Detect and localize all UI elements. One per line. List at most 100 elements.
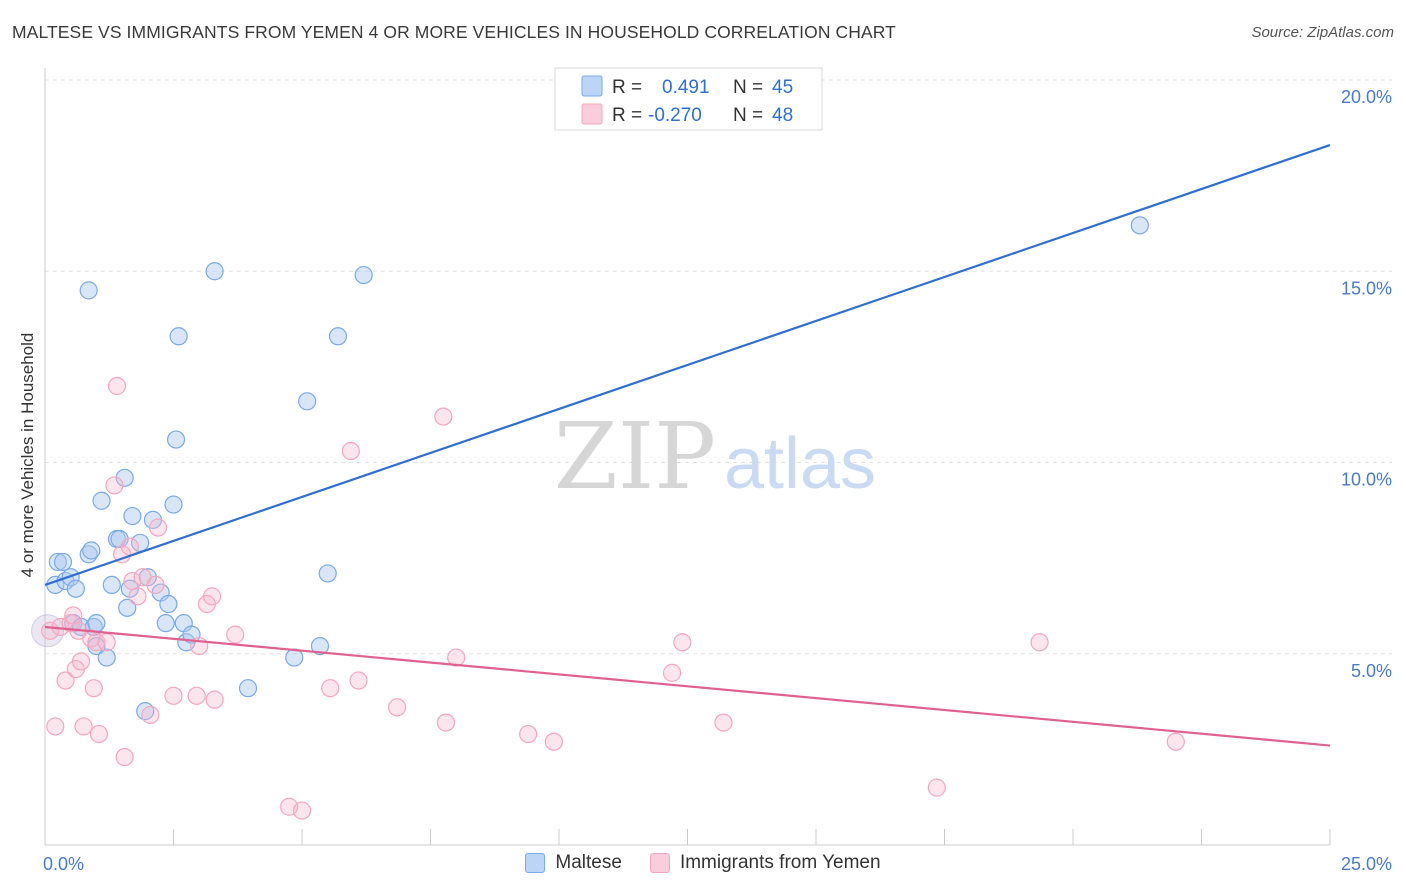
yemen-point (56, 671, 75, 690)
maltese-point (92, 491, 111, 510)
legend-n-value-maltese: 45 (772, 77, 793, 98)
yemen-point (714, 713, 733, 732)
yemen-point (519, 724, 538, 744)
legend-n-label-maltese: N = (733, 77, 763, 98)
maltese-point (205, 262, 224, 281)
yemen-point (148, 518, 168, 537)
yemen-point (349, 671, 368, 690)
maltese-point (159, 594, 178, 614)
yemen-point (1030, 633, 1049, 652)
cluster-point (31, 614, 65, 648)
maltese-point (164, 495, 183, 514)
maltese-trend-line (44, 143, 1331, 586)
yemen-point (927, 778, 946, 797)
legend-label-yemen: Immigrants from Yemen (679, 852, 881, 873)
x-tick-label: 0.0% (43, 854, 84, 874)
legend-swatch-yemen-bottom (649, 853, 670, 873)
yemen-point (205, 690, 224, 709)
y-tick-label: 5.0% (1351, 661, 1392, 681)
maltese-point (82, 541, 101, 560)
yemen-point (112, 545, 132, 564)
maltese-point (123, 506, 142, 526)
yemen-point (115, 747, 134, 767)
legend-item-maltese: Maltese (525, 852, 622, 874)
maltese-point (318, 564, 337, 583)
yemen-point (97, 633, 116, 652)
legend-r-label-yemen: R = (612, 105, 642, 126)
maltese-point (138, 568, 157, 587)
yemen-point (544, 732, 563, 751)
maltese-point (298, 392, 317, 411)
legend-r-value-maltese: 0.491 (662, 77, 710, 98)
yemen-point (1166, 732, 1185, 751)
maltese-point (115, 468, 134, 487)
yemen-point (89, 724, 109, 744)
y-tick-label: 20.0% (1341, 87, 1392, 107)
yemen-trend-line (44, 625, 1331, 747)
maltese-point (166, 430, 186, 449)
yemen-point (141, 705, 160, 725)
yemen-point (87, 633, 106, 652)
watermark: ZIP atlas (554, 403, 876, 510)
yemen-point (387, 698, 407, 717)
yemen-point (128, 587, 147, 606)
yemen-point (71, 652, 91, 671)
yemen-point (202, 587, 222, 606)
maltese-point (79, 281, 98, 300)
legend-label-maltese: Maltese (555, 852, 622, 873)
legend-swatch-yemen (581, 103, 603, 125)
maltese-point (156, 614, 175, 633)
yemen-point (436, 713, 456, 732)
axes (44, 68, 1331, 846)
chart-title: MALTESE VS IMMIGRANTS FROM YEMEN 4 OR MO… (12, 22, 896, 42)
maltese-point (48, 552, 67, 572)
yemen-point (146, 575, 165, 595)
watermark-atlas: atlas (724, 424, 876, 504)
yemen-point (292, 801, 312, 820)
maltese-point (53, 552, 73, 572)
data-points (31, 216, 1185, 820)
series-legend: Maltese Immigrants from Yemen (0, 852, 1406, 874)
yemen-point (105, 476, 124, 495)
yemen-point (187, 686, 206, 705)
gridlines (45, 79, 1392, 655)
trend-lines (44, 143, 1331, 747)
legend-n-label-yemen: N = (733, 105, 763, 126)
yemen-point (74, 717, 93, 736)
chart-source: Source: ZipAtlas.com (1251, 24, 1394, 41)
maltese-point (66, 579, 85, 598)
maltese-point (87, 614, 106, 633)
yemen-point (662, 663, 682, 682)
tick-labels: 0.0% 25.0% 5.0% 10.0% 15.0% 20.0% (43, 87, 1392, 874)
maltese-point (310, 636, 330, 656)
maltese-point (110, 529, 129, 549)
maltese-point (238, 679, 258, 698)
legend-item-yemen: Immigrants from Yemen (649, 852, 881, 874)
yemen-point (321, 679, 340, 698)
yemen-point (434, 407, 453, 426)
maltese-point (118, 598, 137, 617)
correlation-legend: R = 0.491 N = 45 R = -0.270 N = 48 (554, 67, 823, 131)
yemen-point (673, 633, 692, 652)
x-tick-label: 25.0% (1341, 854, 1392, 874)
yemen-point (447, 648, 466, 667)
yemen-point (164, 686, 183, 705)
legend-swatch-maltese-bottom (525, 853, 546, 873)
yemen-point (120, 537, 139, 556)
yemen-point (64, 606, 83, 625)
yemen-point (46, 717, 65, 736)
yemen-point (84, 679, 103, 698)
y-tick-label: 15.0% (1341, 278, 1392, 298)
maltese-point (354, 265, 373, 285)
y-tick-label: 10.0% (1341, 470, 1392, 490)
maltese-point (97, 648, 116, 667)
legend-swatch-maltese (581, 75, 603, 97)
maltese-point (328, 327, 348, 346)
legend-r-value-yemen: -0.270 (648, 105, 702, 126)
legend-r-label-maltese: R = (612, 77, 642, 98)
maltese-point (169, 327, 188, 346)
yemen-point (107, 376, 127, 396)
yemen-point (341, 441, 360, 461)
maltese-point (1130, 216, 1149, 235)
